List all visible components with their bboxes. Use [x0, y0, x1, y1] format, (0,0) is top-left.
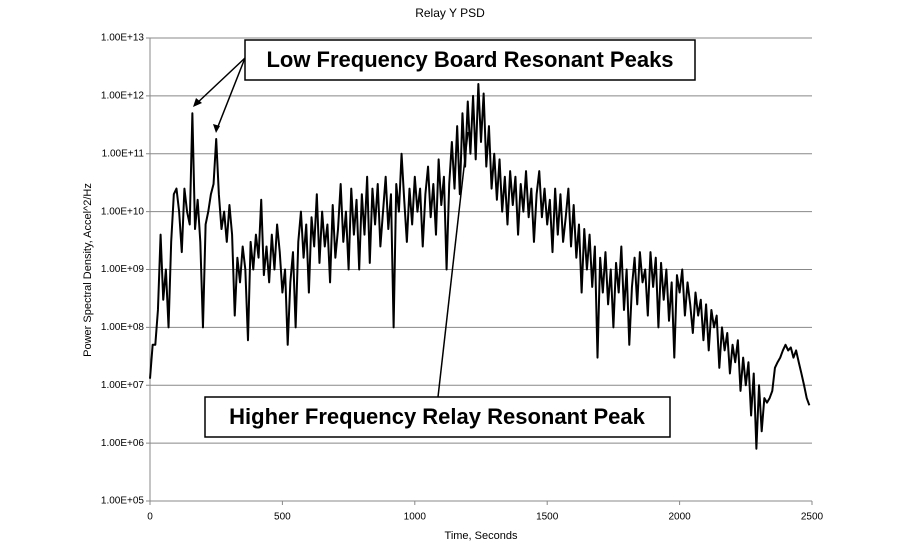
x-tick-label: 2000 — [668, 512, 691, 523]
x-tick-label: 500 — [274, 512, 291, 523]
x-axis-title: Time, Seconds — [445, 530, 518, 542]
arrowhead — [193, 98, 202, 107]
annotation-layer: Low Frequency Board Resonant Peaks Highe… — [193, 39, 696, 438]
annotation-box — [204, 396, 671, 438]
y-tick-label: 1.00E+09 — [101, 264, 145, 275]
x-tick-label: 2500 — [801, 512, 824, 523]
y-tick-label: 1.00E+11 — [102, 148, 145, 159]
y-tick-label: 1.00E+13 — [101, 33, 145, 44]
data-line — [149, 83, 811, 450]
arrow — [194, 57, 246, 106]
arrow — [216, 57, 246, 130]
arrowhead — [213, 124, 220, 133]
x-tick-label: 1500 — [536, 512, 559, 523]
arrow — [437, 131, 469, 398]
y-tick-label: 1.00E+07 — [101, 380, 145, 391]
chart-title: Relay Y PSD — [415, 6, 485, 20]
x-tick-label: 1000 — [404, 512, 427, 523]
plot-area: 1.00E+05 1.00E+06 1.00E+07 1.00E+08 1.00E+09… — [101, 33, 824, 523]
y-tick-label: 1.00E+06 — [101, 438, 145, 449]
y-tick-label: 1.00E+10 — [101, 206, 145, 217]
x-tick-label: 0 — [147, 512, 153, 523]
y-tick-label: 1.00E+05 — [101, 496, 145, 507]
y-axis-title: Power Spectral Density, Accel^2/Hz — [82, 183, 94, 357]
annotation-box — [244, 39, 696, 81]
annotation: Low Frequency Board Resonant Peaks — [266, 47, 673, 72]
y-tick-label: 1.00E+08 — [101, 322, 145, 333]
y-tick-label: 1.00E+12 — [101, 91, 145, 102]
annotation: Higher Frequency Relay Resonant Peak — [229, 404, 645, 429]
